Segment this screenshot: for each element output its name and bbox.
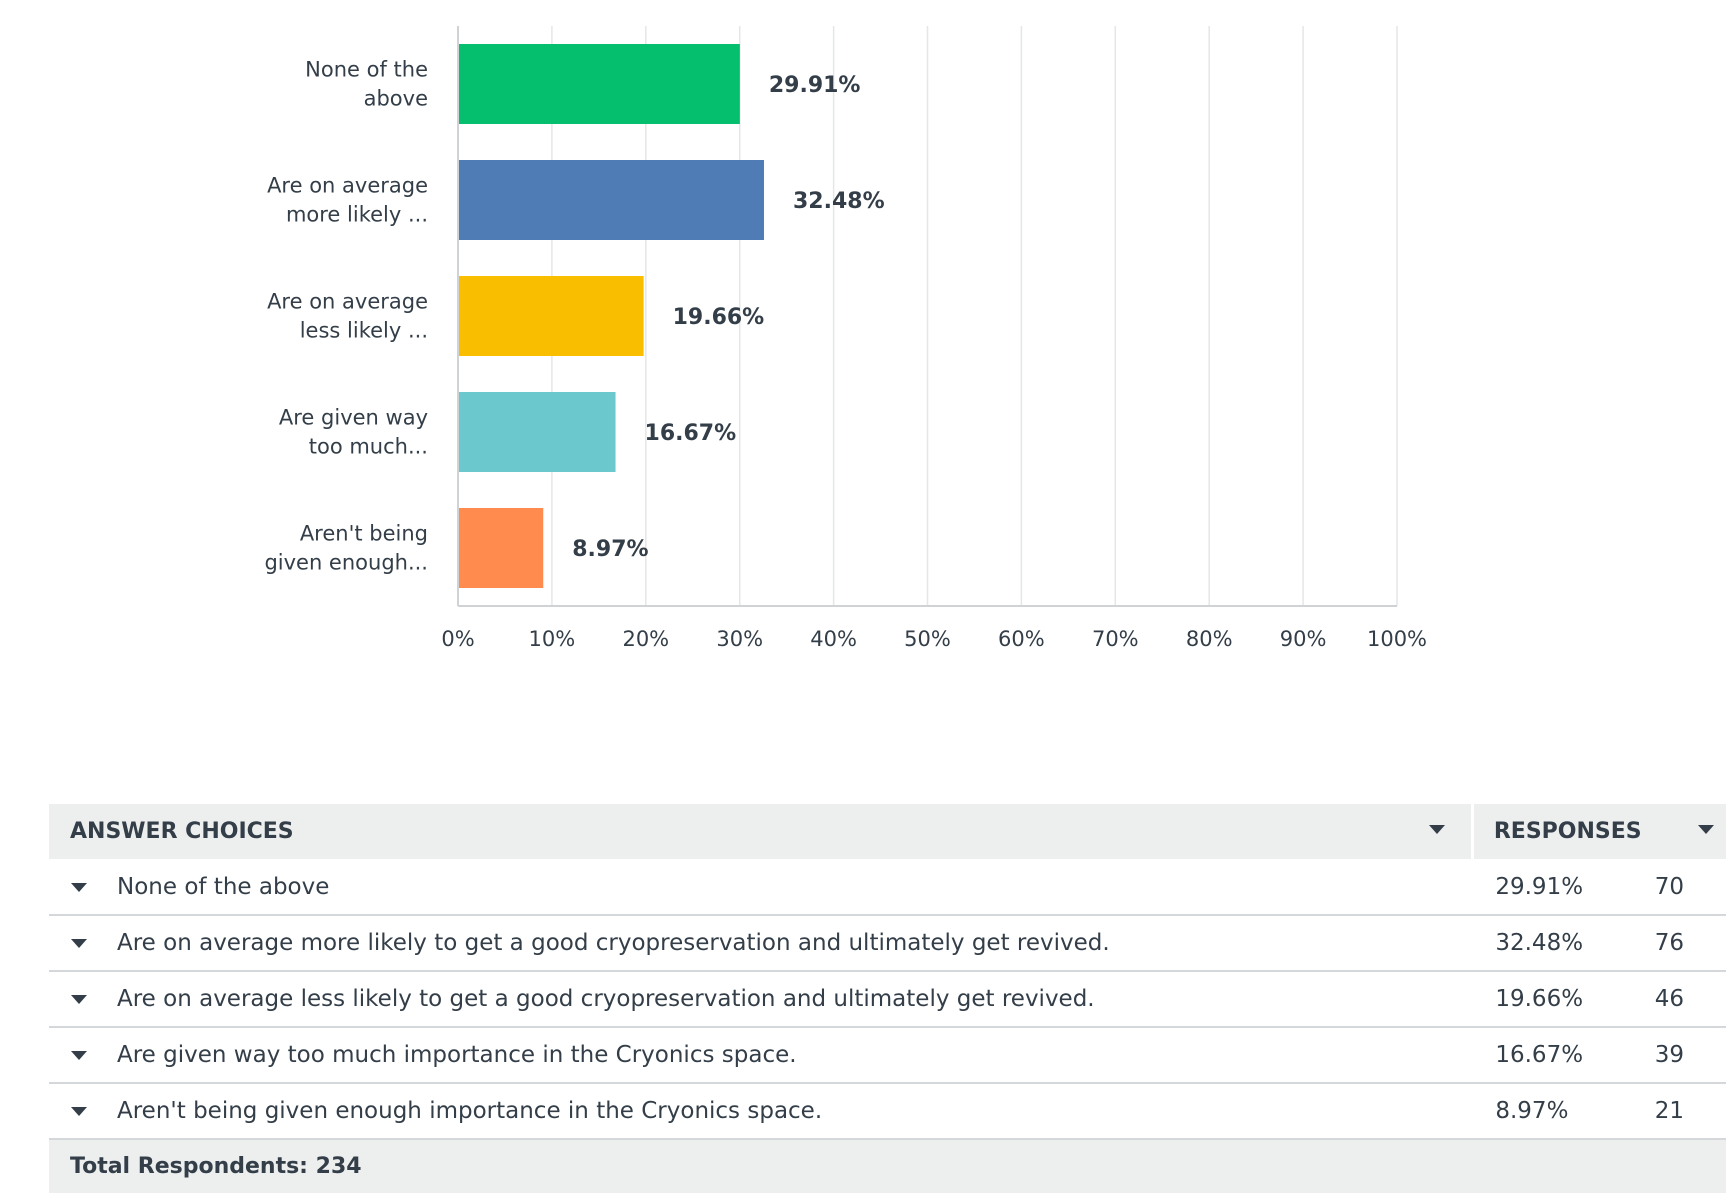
bar [459, 392, 616, 472]
bar-value-label: 19.66% [673, 305, 765, 330]
choice-cell: Are given way too much importance in the… [49, 1027, 1472, 1083]
responses-header-label: RESPONSES [1493, 819, 1642, 844]
category-label: given enough... [264, 551, 428, 575]
x-tick-label: 90% [1280, 627, 1327, 651]
category-label: Are on average [267, 290, 428, 314]
responses-header[interactable]: RESPONSES [1472, 804, 1726, 859]
bar-value-label: 8.97% [572, 537, 648, 562]
bar [459, 508, 544, 588]
bar-value-label: 32.48% [793, 189, 885, 214]
chevron-down-icon[interactable] [1698, 825, 1714, 834]
x-tick-label: 70% [1092, 627, 1139, 651]
choice-text: None of the above [117, 873, 330, 900]
category-label: too much... [309, 435, 428, 459]
bars: 29.91% 32.48% 19.66% 16.67% 8.97% [459, 44, 885, 588]
x-tick-label: 40% [810, 627, 857, 651]
category-label: more likely ... [286, 203, 428, 227]
table-header-row: ANSWER CHOICES RESPONSES [49, 804, 1726, 859]
percent-cell: 16.67% [1495, 1042, 1584, 1068]
chevron-down-icon[interactable] [1428, 825, 1445, 834]
choice-text: Are on average more likely to get a good… [117, 930, 1110, 956]
count-cell: 70 [1654, 873, 1684, 900]
choice-cell: Are on average less likely to get a good… [49, 971, 1472, 1027]
caret-down-icon[interactable] [71, 939, 87, 948]
percent-cell: 32.48% [1495, 930, 1584, 956]
category-label: Aren't being [300, 522, 428, 546]
choice-cell: Are on average more likely to get a good… [49, 915, 1472, 971]
caret-down-icon[interactable] [71, 1107, 87, 1116]
total-respondents: Total Respondents: 234 [70, 1154, 362, 1179]
percent-cell: 19.66% [1495, 986, 1584, 1012]
caret-down-icon[interactable] [71, 995, 87, 1004]
category-label: above [364, 87, 428, 111]
count-cell: 39 [1654, 1042, 1684, 1068]
choice-cell: Aren't being given enough importance in … [49, 1083, 1472, 1139]
bar-value-label: 16.67% [645, 421, 737, 446]
category-label: None of the [305, 58, 428, 82]
bar-chart: 29.91% 32.48% 19.66% 16.67% 8.97% 0% 10% 20% 30… [264, 26, 1427, 651]
category-label: less likely ... [300, 319, 428, 343]
bar [459, 160, 764, 240]
bar [459, 276, 644, 356]
axes: 0% 10% 20% 30% 40% 50% 60% 70% 80% 90% 100% None of… [264, 26, 1427, 651]
caret-down-icon[interactable] [71, 882, 87, 892]
table-row: Are given way too much importance in the… [49, 1027, 1726, 1083]
choice-text: Are given way too much importance in the… [117, 1042, 797, 1068]
table-row: None of the above 29.91% 70 [49, 859, 1726, 915]
answer-choices-header[interactable]: ANSWER CHOICES [49, 804, 1474, 859]
category-label: Are on average [267, 174, 428, 198]
total-row: Total Respondents: 234 [49, 1139, 1726, 1193]
choice-cell: None of the above [49, 859, 1472, 915]
bar-value-label: 29.91% [769, 73, 861, 98]
category-label: Are given way [279, 406, 428, 430]
results-table: ANSWER CHOICES RESPONSES None of the abo… [49, 804, 1726, 1193]
x-tick-label: 60% [998, 627, 1045, 651]
x-tick-label: 80% [1186, 627, 1233, 651]
choice-text: Are on average less likely to get a good… [117, 986, 1095, 1012]
choice-text: Aren't being given enough importance in … [117, 1098, 823, 1124]
chart-svg: 29.91% 32.48% 19.66% 16.67% 8.97% 0% 10% 20% 30… [264, 26, 1427, 651]
bar [459, 44, 740, 124]
x-tick-label: 0% [441, 627, 474, 651]
x-tick-label: 30% [716, 627, 763, 651]
count-cell: 46 [1654, 986, 1684, 1012]
caret-down-icon[interactable] [71, 1051, 87, 1060]
x-tick-label: 50% [904, 627, 951, 651]
x-tick-label: 10% [529, 627, 576, 651]
table-row: Are on average more likely to get a good… [49, 915, 1726, 971]
count-cell: 76 [1654, 930, 1684, 956]
answer-choices-header-label: ANSWER CHOICES [70, 819, 294, 844]
x-tick-label: 20% [622, 627, 669, 651]
x-tick-label: 100% [1367, 627, 1427, 651]
table-row: Are on average less likely to get a good… [49, 971, 1726, 1027]
count-cell: 21 [1654, 1098, 1684, 1124]
table-row: Aren't being given enough importance in … [49, 1083, 1726, 1139]
percent-cell: 8.97% [1495, 1098, 1569, 1124]
percent-cell: 29.91% [1495, 873, 1584, 900]
